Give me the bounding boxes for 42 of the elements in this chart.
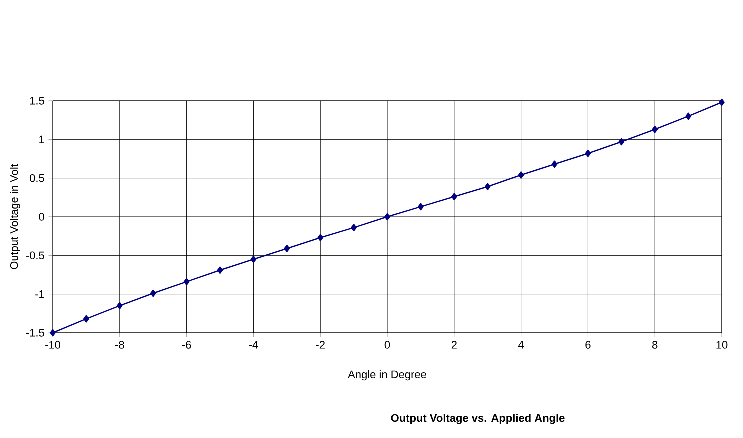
x-tick-label: 2 [452,341,457,349]
y-tick-label: 1 [40,136,44,144]
y-tick-label: 1.5 [30,97,44,105]
point [719,98,725,106]
x-axis-title: Angle in Degree [348,370,426,381]
y-tick-label: -1.5 [26,329,44,337]
x-tick-label: -4 [249,341,258,349]
point [552,160,558,168]
y-tick-label: -0.5 [26,252,44,260]
y-tick-label: -1 [36,290,44,298]
text: Output Voltage vs. Applied Angle [391,414,565,424]
point [50,329,56,337]
point [484,183,491,190]
point [150,290,156,298]
point [418,203,424,211]
point [217,266,224,274]
x-tick-label: 10 [716,341,728,349]
y-tick-label: 0.5 [30,174,44,182]
point [184,278,190,286]
y-tick-label: 0 [39,213,44,221]
x-tick-label: -8 [116,341,124,349]
x-tick-label: 4 [518,341,524,349]
point [618,138,625,146]
x-tick-label: 0 [384,341,390,349]
point [117,302,123,310]
point [318,234,324,242]
point [518,172,524,179]
x-tick-label: -6 [182,341,192,349]
point [250,256,257,264]
x-tick-label: 8 [652,341,658,349]
point [351,224,357,232]
point [452,193,458,201]
point [686,112,692,120]
point [384,213,390,221]
point [284,245,290,252]
point [585,150,592,158]
x-tick-label: 6 [586,341,591,349]
x-tick-label: -10 [46,341,61,349]
point [84,315,90,323]
x-tick-label: -2 [316,341,325,349]
y-axis-title: Output Voltage in Volt [10,164,20,270]
point [652,126,658,134]
